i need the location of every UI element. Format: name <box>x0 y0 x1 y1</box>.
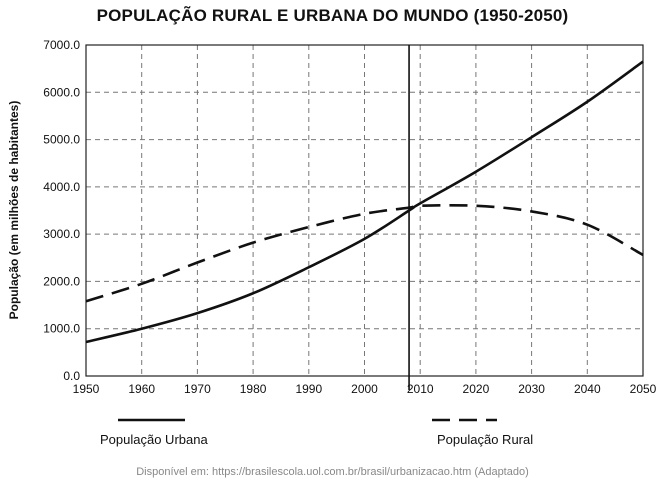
x-tick-label-1990: 1990 <box>295 382 322 396</box>
y-tick-label-7000.0: 7000.0 <box>43 38 80 52</box>
y-tick-labels: 0.0 1000.0 2000.0 3000.0 4000.0 5000.0 6000.0 7… <box>43 38 80 383</box>
x-tick-label-1970: 1970 <box>184 382 211 396</box>
x-tick-labels: 1950 1960 1970 1980 1990 2000 2010 2020 2030 2040… <box>73 382 657 396</box>
x-tick-label-2030: 2030 <box>518 382 545 396</box>
source-note: Disponível em: https://brasilescola.uol.… <box>136 466 529 478</box>
y-tick-label-2000.0: 2000.0 <box>43 274 80 288</box>
legend-rural-label: População Rural <box>437 432 534 447</box>
x-tick-label-2050: 2050 <box>630 382 657 396</box>
plot-frame <box>85 44 644 390</box>
x-tick-label-2020: 2020 <box>463 382 490 396</box>
series-line-rural <box>85 203 644 303</box>
y-tick-label-4000.0: 4000.0 <box>43 180 80 194</box>
x-tick-label-1980: 1980 <box>240 382 267 396</box>
x-tick-label-2040: 2040 <box>574 382 601 396</box>
legend-urban-label: População Urbana <box>100 432 208 447</box>
y-tick-label-1000.0: 1000.0 <box>43 322 80 336</box>
grid-lines <box>86 45 643 376</box>
y-tick-label-0.0: 0.0 <box>63 369 80 383</box>
chart-title: POPULAÇÃO RURAL E URBANA DO MUNDO (1950-… <box>96 6 569 25</box>
y-tick-label-6000.0: 6000.0 <box>43 85 80 99</box>
y-tick-label-5000.0: 5000.0 <box>43 133 80 147</box>
plot-border <box>85 44 644 377</box>
x-tick-label-2000: 2000 <box>351 382 378 396</box>
x-tick-label-2010: 2010 <box>407 382 434 396</box>
series-lines <box>85 60 644 344</box>
x-tick-label-1950: 1950 <box>73 382 100 396</box>
x-tick-label-1960: 1960 <box>128 382 155 396</box>
series-line-urban <box>85 60 644 344</box>
y-tick-label-3000.0: 3000.0 <box>43 227 80 241</box>
